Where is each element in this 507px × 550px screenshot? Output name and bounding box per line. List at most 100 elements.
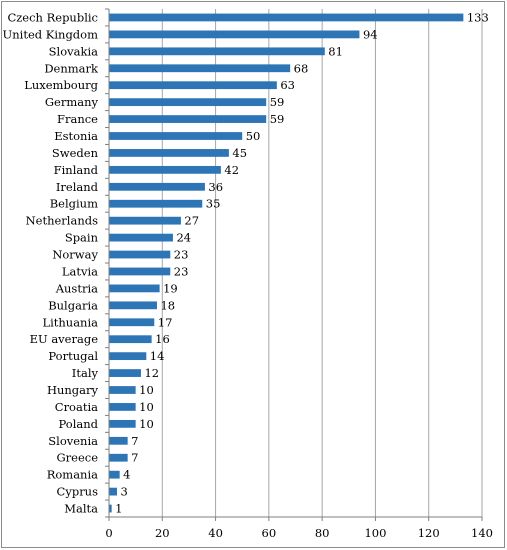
data-label-17: 18 <box>160 298 175 312</box>
category-label-1: United Kingdom <box>3 27 99 41</box>
data-label-6: 59 <box>270 112 285 126</box>
x-tick-label-100: 100 <box>364 526 386 540</box>
bar-29 <box>109 504 112 513</box>
bar-21 <box>109 369 141 377</box>
category-label-24: Poland <box>59 417 99 431</box>
data-labels: 1339481686359595045423635272423231918171… <box>115 10 489 515</box>
category-label-13: Spain <box>65 231 99 245</box>
data-label-5: 59 <box>270 95 285 109</box>
x-tick-label-20: 20 <box>155 526 170 540</box>
data-label-28: 3 <box>120 485 127 499</box>
category-label-15: Latvia <box>62 264 98 278</box>
bar-5 <box>109 98 267 107</box>
gridlines <box>161 9 483 517</box>
category-label-20: Portugal <box>48 349 98 363</box>
category-label-7: Estonia <box>54 129 98 143</box>
bar-8 <box>109 149 229 157</box>
category-label-25: Slovenia <box>48 434 98 448</box>
data-label-23: 10 <box>139 400 154 414</box>
bar-14 <box>109 250 171 259</box>
data-label-9: 42 <box>224 163 239 177</box>
category-label-23: Croatia <box>55 400 98 414</box>
category-label-17: Bulgaria <box>48 298 98 312</box>
data-label-7: 50 <box>246 129 261 143</box>
bar-24 <box>109 419 136 428</box>
data-label-26: 7 <box>131 451 138 465</box>
bar-2 <box>109 47 325 56</box>
bar-17 <box>109 301 157 310</box>
category-label-5: Germany <box>45 95 99 109</box>
category-label-14: Norway <box>52 248 98 262</box>
bar-16 <box>109 284 160 293</box>
bar-9 <box>109 165 221 174</box>
x-tick-label-40: 40 <box>208 526 223 540</box>
category-label-8: Sweden <box>52 146 99 160</box>
category-label-11: Belgium <box>50 197 98 211</box>
bar-1 <box>109 30 360 39</box>
category-label-6: France <box>57 112 98 126</box>
x-tick-label-80: 80 <box>315 526 330 540</box>
bar-22 <box>109 386 136 394</box>
bar-7 <box>109 132 243 140</box>
data-label-11: 35 <box>206 197 221 211</box>
x-tick-label-60: 60 <box>262 526 277 540</box>
bar-19 <box>109 335 152 344</box>
bar-20 <box>109 352 147 361</box>
data-label-4: 63 <box>280 78 295 92</box>
category-label-9: Finland <box>54 163 99 177</box>
category-labels: Czech Republic United Kingdom Slovakia Denm… <box>3 10 99 515</box>
category-label-0: Czech Republic <box>7 10 98 24</box>
bar-28 <box>109 487 117 496</box>
category-label-26: Greece <box>56 451 98 465</box>
bar-3 <box>109 64 291 73</box>
category-label-2: Slovakia <box>49 44 98 58</box>
bar-4 <box>109 81 277 90</box>
data-label-29: 1 <box>115 502 122 516</box>
data-label-21: 12 <box>144 366 159 380</box>
bar-27 <box>109 470 120 479</box>
bar-6 <box>109 115 267 123</box>
category-label-10: Ireland <box>56 180 99 194</box>
data-label-15: 23 <box>174 264 189 278</box>
data-label-12: 27 <box>184 214 199 228</box>
x-tick-labels: 0 20 40 60 80 100 120 140 <box>105 526 493 540</box>
data-label-3: 68 <box>294 61 309 75</box>
data-label-10: 36 <box>208 180 223 194</box>
data-label-25: 7 <box>131 434 138 448</box>
bar-10 <box>109 182 205 191</box>
data-label-27: 4 <box>123 468 130 482</box>
bar-11 <box>109 199 203 208</box>
bar-25 <box>109 436 128 445</box>
data-label-14: 23 <box>174 248 189 262</box>
category-label-22: Hungary <box>47 383 99 397</box>
bar-26 <box>109 453 128 462</box>
x-tick-label-140: 140 <box>471 526 493 540</box>
data-label-22: 10 <box>139 383 154 397</box>
bar-15 <box>109 267 171 276</box>
category-label-3: Denmark <box>44 61 99 75</box>
category-label-18: Lithuania <box>42 315 98 329</box>
data-label-0: 133 <box>467 10 489 24</box>
category-label-21: Italy <box>72 366 99 380</box>
bars <box>109 13 464 513</box>
category-label-19: EU average <box>30 332 99 346</box>
x-tick-label-0: 0 <box>105 526 112 540</box>
category-label-4: Luxembourg <box>24 78 98 92</box>
category-label-12: Netherlands <box>26 214 99 228</box>
bar-13 <box>109 233 173 242</box>
data-label-18: 17 <box>158 315 173 329</box>
category-label-28: Cyprus <box>57 485 99 499</box>
bar-23 <box>109 403 136 411</box>
category-label-16: Austria <box>55 281 98 295</box>
data-label-20: 14 <box>150 349 165 363</box>
data-label-13: 24 <box>176 231 191 245</box>
data-label-1: 94 <box>363 27 378 41</box>
x-tick-label-120: 120 <box>418 526 440 540</box>
category-label-27: Romania <box>47 468 98 482</box>
data-label-16: 19 <box>163 281 178 295</box>
axes <box>105 8 483 521</box>
data-label-8: 45 <box>232 146 247 160</box>
data-label-24: 10 <box>139 417 154 431</box>
